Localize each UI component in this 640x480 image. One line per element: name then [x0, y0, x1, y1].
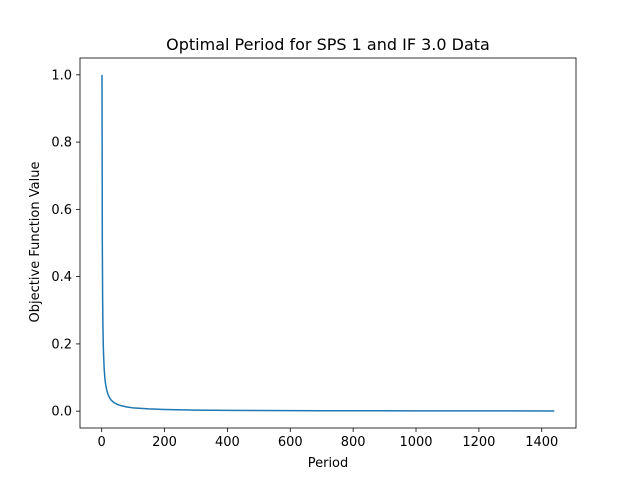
x-tick-label: 400: [215, 435, 240, 450]
y-tick-label: 0.0: [51, 405, 72, 420]
y-tick-label: 0.2: [51, 337, 72, 352]
x-axis-ticks: 0 200 400 600 800 1000 1200 1400: [98, 428, 558, 450]
x-tick-label: 1000: [399, 435, 432, 450]
y-axis-ticks: 0.0 0.2 0.4 0.6 0.8 1.0: [51, 68, 80, 420]
y-tick-label: 1.0: [51, 68, 72, 83]
series-line-0: [101, 74, 555, 412]
plot-area: [101, 74, 555, 412]
x-tick-label: 200: [152, 435, 177, 450]
x-tick-label: 1400: [525, 435, 558, 450]
x-tick-label: 0: [98, 435, 106, 450]
y-tick-label: 0.8: [51, 136, 72, 151]
y-axis-label: Objective Function Value: [28, 162, 43, 323]
chart-title: Optimal Period for SPS 1 and IF 3.0 Data: [166, 35, 490, 54]
x-tick-label: 1200: [462, 435, 495, 450]
y-tick-label: 0.6: [51, 203, 72, 218]
x-axis-label: Period: [308, 456, 349, 471]
x-tick-label: 600: [278, 435, 303, 450]
x-tick-label: 800: [341, 435, 366, 450]
plot-frame: [79, 57, 577, 429]
y-tick-label: 0.4: [51, 270, 72, 285]
